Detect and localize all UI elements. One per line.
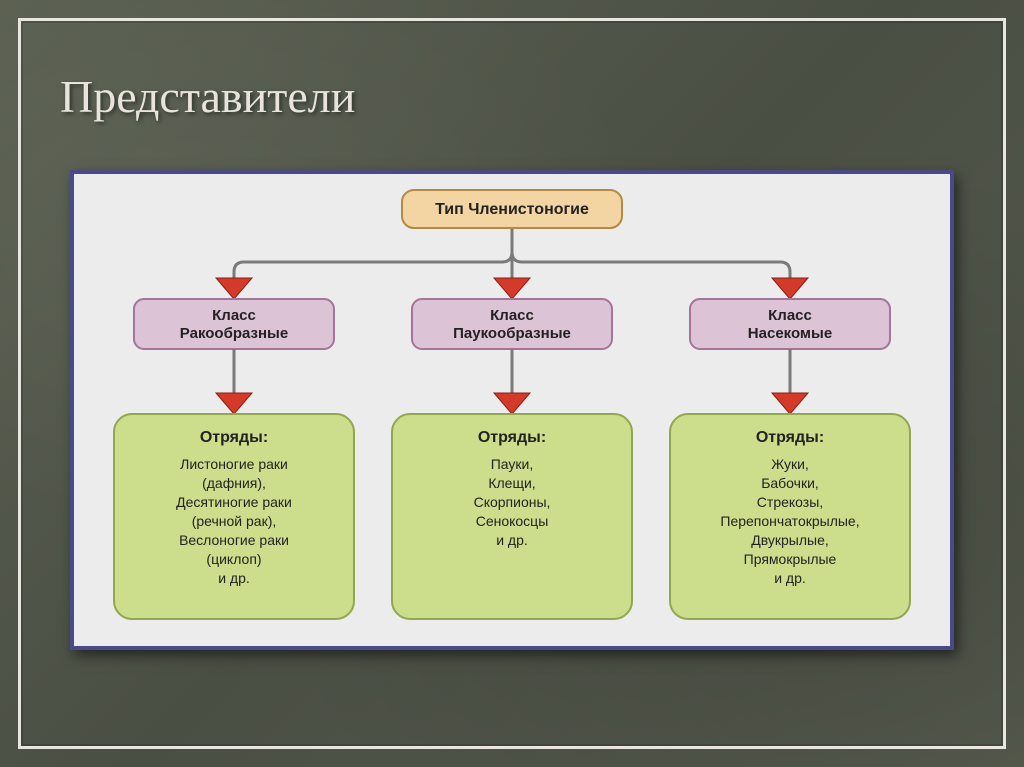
root-node: Тип Членистоногие (402, 190, 622, 228)
class-label: Паукообразные (453, 325, 571, 342)
order-line: Сенокосцы (476, 513, 549, 529)
order-line: Скорпионы, (474, 494, 551, 510)
order-line: Клещи, (488, 475, 535, 491)
diagram-panel: Тип Членистоногие Класс Ракообразные Кла… (70, 170, 954, 650)
arrow-icon (772, 278, 808, 299)
class-label: Ракообразные (180, 325, 288, 342)
class-node-2: Класс Насекомые (690, 299, 890, 349)
order-line: и др. (218, 570, 250, 586)
class-node-0: Класс Ракообразные (134, 299, 334, 349)
order-title: Отряды: (756, 429, 824, 446)
root-label: Тип Членистоногие (435, 201, 589, 218)
arrow-icon (772, 393, 808, 414)
class-label: Насекомые (748, 325, 832, 342)
order-line: Пауки, (491, 456, 534, 472)
classification-diagram: Тип Членистоногие Класс Ракообразные Кла… (74, 174, 950, 646)
order-node-0: Отряды: Листоногие раки (дафния), Десяти… (114, 414, 354, 619)
order-line: Веслоногие раки (179, 532, 289, 548)
order-line: (циклоп) (206, 551, 261, 567)
order-line: Перепончатокрылые, (720, 513, 859, 529)
order-line: Листоногие раки (180, 456, 288, 472)
class-label: Класс (768, 307, 812, 324)
order-title: Отряды: (478, 429, 546, 446)
arrow-icon (494, 393, 530, 414)
class-label: Класс (490, 307, 534, 324)
connector-root-right (512, 228, 790, 284)
slide-title: Представители (60, 70, 355, 123)
order-line: и др. (774, 570, 806, 586)
arrow-icon (216, 278, 252, 299)
order-line: Бабочки, (761, 475, 819, 491)
order-title: Отряды: (200, 429, 268, 446)
order-line: Десятиногие раки (176, 494, 292, 510)
order-node-2: Отряды: Жуки, Бабочки, Стрекозы, Перепон… (670, 414, 910, 619)
order-line: Двукрылые, (751, 532, 829, 548)
order-line: (речной рак), (192, 513, 277, 529)
arrow-icon (216, 393, 252, 414)
class-label: Класс (212, 307, 256, 324)
order-line: Стрекозы, (757, 494, 823, 510)
class-node-1: Класс Паукообразные (412, 299, 612, 349)
order-line: и др. (496, 532, 528, 548)
order-line: (дафния), (202, 475, 266, 491)
order-node-1: Отряды: Пауки, Клещи, Скорпионы, Сенокос… (392, 414, 632, 619)
arrow-icon (494, 278, 530, 299)
connector-root-left (234, 228, 512, 284)
order-line: Жуки, (771, 456, 809, 472)
order-line: Прямокрылые (744, 551, 837, 567)
